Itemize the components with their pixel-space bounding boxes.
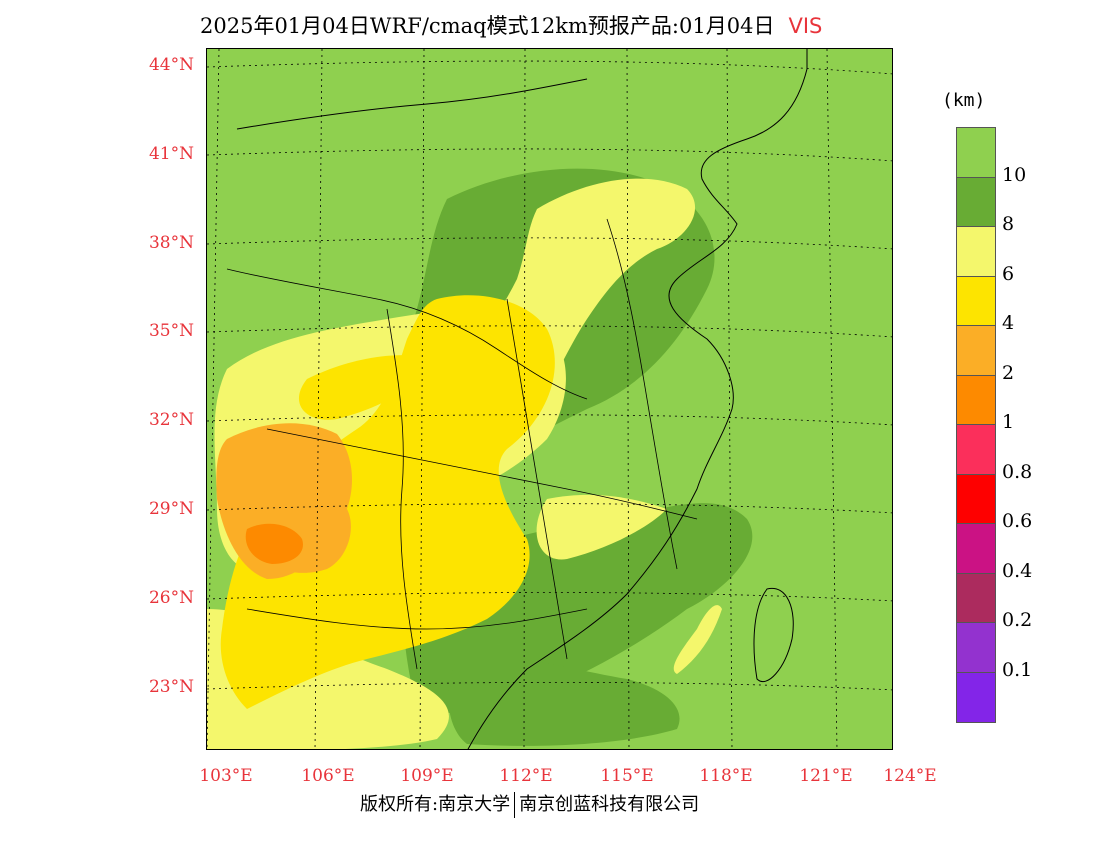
latitude-line-44 [207, 60, 892, 75]
province-boundary-5 [506, 298, 568, 660]
colorbar-swatch [957, 672, 995, 722]
lat-label-23: 23°N [148, 677, 194, 697]
copyright-owner: 版权所有:南京大学 [360, 794, 511, 815]
colorbar-swatch [957, 474, 995, 524]
colorbar-label: 0.6 [1002, 510, 1033, 532]
colorbar-label: 8 [1002, 213, 1015, 235]
lat-label-41: 41°N [148, 144, 194, 164]
coastline [467, 49, 808, 749]
visibility-field-4km-core [220, 295, 555, 709]
colorbar-swatch [957, 227, 995, 277]
province-boundary-4 [386, 308, 418, 670]
colorbar-swatch [957, 375, 995, 425]
lat-label-35: 35°N [148, 321, 194, 341]
lat-label-32: 32°N [148, 410, 194, 430]
colorbar-swatch [957, 177, 995, 227]
latitude-line-32 [207, 414, 892, 426]
map-canvas [207, 49, 892, 749]
lat-label-44: 44°N [148, 55, 194, 75]
lon-label-115: 115°E [600, 766, 654, 786]
visibility-field-4km-north [298, 355, 437, 420]
copyright-company: 南京创蓝科技有限公司 [519, 794, 700, 815]
border-north [236, 78, 588, 130]
colorbar-label: 6 [1002, 262, 1015, 285]
colorbar-swatch [957, 326, 995, 376]
colorbar-label: 4 [1002, 312, 1015, 334]
lon-label-121: 121°E [799, 766, 853, 786]
lon-label-103: 103°E [199, 766, 253, 786]
colorbar-unit: (km) [942, 90, 986, 111]
colorbar-swatch [957, 425, 995, 475]
visibility-field-1km [245, 523, 303, 564]
lat-label-38: 38°N [148, 233, 194, 253]
colorbar-swatch [957, 623, 995, 673]
visibility-field-8km-coast [448, 656, 680, 746]
colorbar-swatch [957, 524, 995, 574]
latitude-line-41 [207, 148, 892, 162]
copyright-footer: 版权所有:南京大学 南京创蓝科技有限公司 [360, 790, 699, 818]
lat-label-29: 29°N [148, 499, 194, 519]
variable-label: VIS [788, 14, 823, 38]
province-boundary-1 [226, 268, 588, 400]
colorbar-swatch [957, 276, 995, 326]
lon-label-118: 118°E [699, 766, 753, 786]
colorbar-label: 10 [1002, 163, 1027, 186]
colorbar-label: 0.2 [1002, 609, 1033, 631]
province-boundary-2 [266, 428, 698, 520]
colorbar-swatch [957, 573, 995, 623]
lon-label-106: 106°E [301, 766, 355, 786]
colorbar-label: 2 [1002, 361, 1015, 384]
lon-label-109: 109°E [400, 766, 454, 786]
taiwan-outline [753, 587, 794, 682]
colorbar-label: 1 [1002, 411, 1015, 433]
latitude-line-38 [207, 237, 892, 250]
latitude-line-35 [207, 325, 892, 338]
visibility-field-6km-coast [673, 605, 722, 674]
visibility-map [206, 48, 893, 750]
colorbar [956, 127, 996, 723]
colorbar-label: 0.4 [1002, 559, 1033, 582]
province-boundary-3 [246, 608, 588, 630]
colorbar-swatch [957, 128, 995, 178]
map-title: 2025年01月04日WRF/cmaq模式12km预报产品:01月04日 VIS [200, 10, 822, 40]
latitude-line-23 [207, 681, 892, 691]
colorbar-label: 0.8 [1002, 460, 1033, 483]
province-boundary-6 [606, 218, 678, 570]
lat-label-26: 26°N [148, 588, 194, 608]
latitude-line-29 [207, 503, 892, 514]
latitude-line-26 [207, 592, 892, 602]
visibility-field-6km-east [536, 494, 667, 560]
lon-label-124: 124°E [883, 766, 937, 786]
footer-separator [514, 792, 516, 818]
graticule [207, 49, 892, 749]
colorbar-label: 0.1 [1002, 658, 1033, 681]
lon-label-112: 112°E [499, 766, 553, 786]
title-text: 2025年01月04日WRF/cmaq模式12km预报产品:01月04日 [200, 14, 775, 38]
